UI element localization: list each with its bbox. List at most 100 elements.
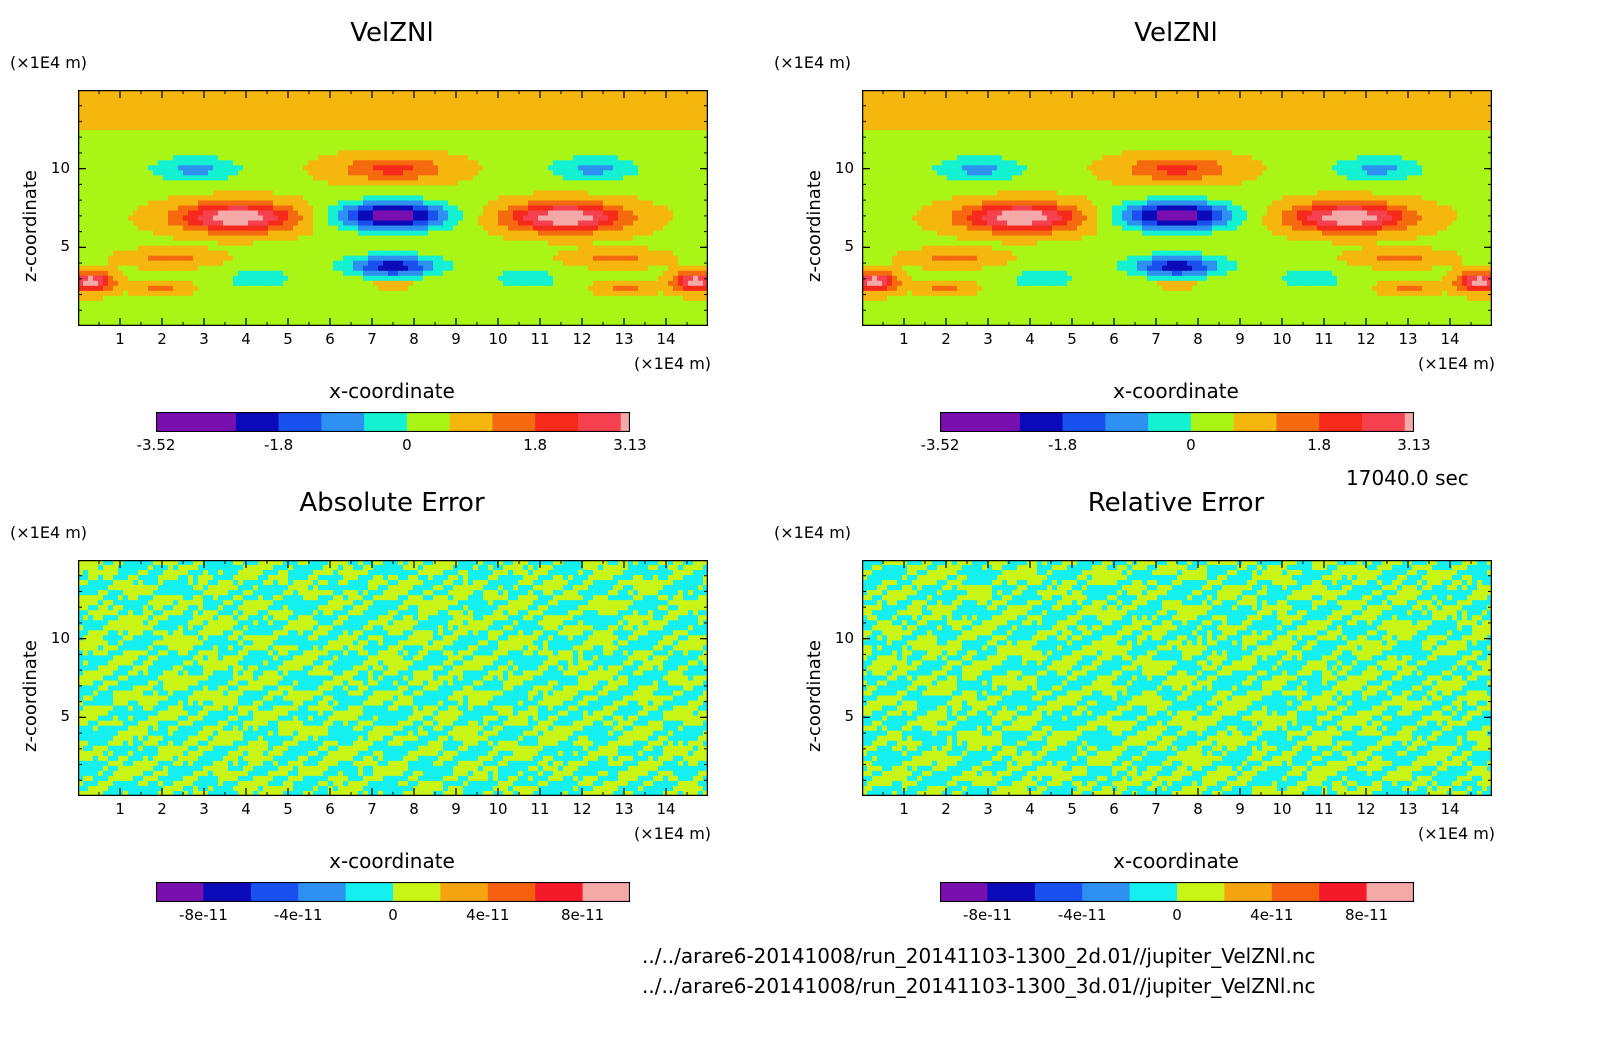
field-cell — [223, 255, 229, 262]
field-cell — [428, 210, 434, 217]
field-cell — [263, 170, 269, 176]
field-cell — [318, 205, 324, 212]
field-cell — [368, 225, 374, 232]
field-cell — [98, 190, 104, 197]
field-cell — [158, 110, 164, 116]
field-cell — [103, 125, 109, 131]
field-cell — [583, 220, 589, 227]
field-cell — [353, 240, 359, 247]
field-cell — [643, 100, 649, 106]
field-cell — [333, 155, 339, 161]
field-cell — [158, 240, 164, 247]
field-cell — [573, 155, 579, 161]
field-cell — [303, 185, 309, 192]
field-cell — [128, 245, 134, 252]
field-cell — [618, 230, 624, 237]
field-cell — [83, 200, 89, 207]
field-cell — [398, 175, 404, 181]
field-cell — [388, 235, 394, 242]
field-cell — [308, 165, 314, 171]
field-cell — [168, 205, 174, 212]
field-cell — [638, 240, 644, 247]
field-cell — [148, 240, 154, 247]
field-cell — [553, 145, 559, 151]
field-cell — [658, 225, 664, 232]
field-cell — [268, 120, 274, 126]
field-cell — [523, 225, 529, 232]
field-cell — [548, 145, 554, 151]
field-cell — [168, 140, 174, 146]
field-cell — [118, 175, 124, 181]
field-cell — [148, 215, 154, 222]
field-cell — [648, 275, 654, 282]
field-cell — [223, 280, 229, 287]
field-cell — [643, 160, 649, 166]
field-cell — [528, 175, 534, 181]
field-cell — [93, 230, 99, 237]
field-cell — [473, 245, 479, 252]
field-cell — [653, 160, 659, 166]
field-cell — [108, 175, 114, 181]
field-cell — [638, 235, 644, 242]
field-cell — [628, 280, 634, 287]
field-cell — [653, 95, 659, 101]
field-cell — [323, 100, 329, 106]
field-cell — [98, 280, 104, 287]
field-cell — [613, 160, 619, 166]
field-cell — [263, 110, 269, 116]
field-cell — [648, 225, 654, 232]
field-cell — [308, 230, 314, 237]
field-cell — [318, 155, 324, 161]
field-cell — [428, 170, 434, 176]
field-cell — [438, 185, 444, 192]
field-cell — [273, 135, 279, 141]
field-cell — [208, 270, 214, 277]
field-cell — [598, 260, 604, 267]
field-cell — [393, 115, 399, 121]
field-cell — [233, 220, 239, 227]
field-cell — [403, 100, 409, 106]
field-cell — [578, 160, 584, 166]
field-cell — [648, 195, 654, 202]
field-cell — [423, 245, 429, 252]
field-cell — [473, 180, 479, 186]
field-cell — [253, 275, 259, 282]
field-cell — [293, 195, 299, 202]
field-cell — [178, 210, 184, 217]
field-cell — [178, 260, 184, 267]
field-cell — [93, 100, 99, 106]
field-cell — [328, 120, 334, 126]
field-cell — [88, 235, 94, 242]
field-cell — [498, 110, 504, 116]
field-cell — [283, 120, 289, 126]
field-cell — [608, 185, 614, 192]
field-cell — [423, 170, 429, 176]
field-cell — [368, 110, 374, 116]
field-cell — [358, 210, 364, 217]
field-cell — [273, 105, 279, 111]
field-cell — [483, 195, 489, 202]
field-cell — [443, 225, 449, 232]
field-cell — [563, 265, 569, 272]
field-cell — [403, 135, 409, 141]
field-cell — [213, 115, 219, 121]
field-cell — [438, 240, 444, 247]
field-cell — [493, 145, 499, 151]
field-cell — [488, 190, 494, 197]
field-cell — [198, 120, 204, 126]
field-cell — [218, 245, 224, 252]
field-cell — [343, 110, 349, 116]
field-cell — [123, 150, 129, 156]
field-cell — [258, 150, 264, 156]
field-cell — [648, 240, 654, 247]
field-cell — [358, 105, 364, 111]
field-cell — [163, 280, 169, 287]
field-cell — [418, 225, 424, 232]
field-cell — [318, 235, 324, 242]
field-cell — [358, 270, 364, 277]
field-cell — [578, 195, 584, 202]
field-cell — [598, 275, 604, 282]
field-cell — [398, 180, 404, 186]
field-cell — [473, 225, 479, 232]
field-cell — [523, 240, 529, 247]
